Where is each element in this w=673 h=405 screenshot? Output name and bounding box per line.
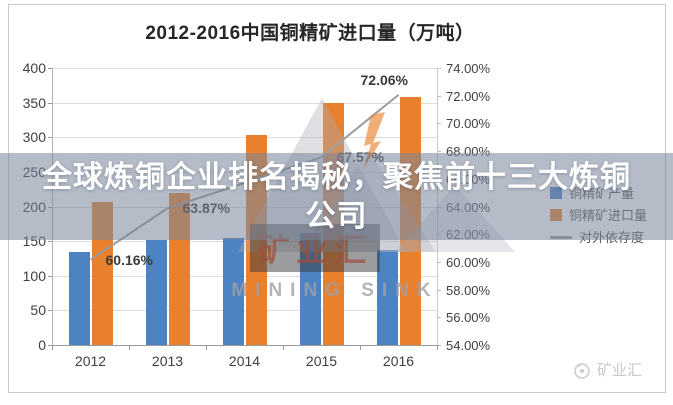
right-axis-tick xyxy=(437,289,441,291)
bar-production xyxy=(377,250,398,345)
right-axis-tick xyxy=(437,261,441,263)
right-axis-tick xyxy=(437,123,441,125)
headline-line2: 公司 xyxy=(305,199,368,233)
gridline xyxy=(52,68,437,69)
bar-production xyxy=(223,237,244,345)
x-axis-tick xyxy=(283,345,284,350)
left-axis-tick xyxy=(48,137,52,139)
right-axis-label: 56.00% xyxy=(446,310,491,326)
mining-logo-icon xyxy=(574,362,590,379)
left-axis-tick xyxy=(48,310,52,312)
dependence-point-label: 60.16% xyxy=(105,251,153,268)
gridline xyxy=(52,310,437,312)
left-axis-label: 100 xyxy=(22,267,46,284)
x-axis-year-label: 2013 xyxy=(151,353,184,369)
x-axis-tick xyxy=(52,345,53,350)
left-axis-tick xyxy=(48,102,52,104)
right-axis-label: 74.00% xyxy=(446,61,491,76)
x-axis-year-label: 2015 xyxy=(305,353,338,369)
left-axis-tick xyxy=(48,68,52,69)
right-axis-label: 58.00% xyxy=(446,282,491,298)
headline-line1: 全球炼铜企业排名揭秘，聚焦前十三大炼铜 xyxy=(42,160,631,194)
corner-brand-text: 矿业汇 xyxy=(597,362,643,379)
x-axis-year-label: 2014 xyxy=(228,353,261,369)
headline-banner: 全球炼铜企业排名揭秘，聚焦前十三大炼铜 公司 xyxy=(0,153,673,240)
left-axis-label: 400 xyxy=(22,60,46,76)
right-axis-label: 72.00% xyxy=(446,88,491,104)
gridline xyxy=(52,102,437,104)
x-axis-year-label: 2016 xyxy=(382,353,415,369)
left-axis-label: 50 xyxy=(30,302,46,319)
right-axis-label: 70.00% xyxy=(446,116,491,132)
right-axis-label: 60.00% xyxy=(446,254,491,270)
dependence-point-label: 72.06% xyxy=(360,71,408,88)
gridline xyxy=(52,241,437,243)
left-axis-tick xyxy=(48,345,52,346)
left-axis-label: 350 xyxy=(22,94,46,111)
left-axis-tick xyxy=(48,241,52,243)
x-axis-tick xyxy=(437,345,438,350)
bar-production xyxy=(69,251,90,345)
gridline xyxy=(52,275,437,277)
left-axis-label: 300 xyxy=(22,129,46,146)
right-axis-tick xyxy=(437,68,441,69)
right-axis-tick xyxy=(437,95,441,97)
x-axis-year-label: 2012 xyxy=(74,353,107,369)
bar-production xyxy=(146,239,167,345)
gridline xyxy=(52,345,437,346)
x-axis-tick xyxy=(360,345,361,350)
x-axis-tick xyxy=(129,345,130,350)
chart-title: 2012-2016中国铜精矿进口量（万吨） xyxy=(145,23,475,44)
right-axis-label: 54.00% xyxy=(446,338,491,353)
x-axis-tick xyxy=(206,345,207,350)
right-axis-tick xyxy=(437,317,441,319)
right-axis-tick xyxy=(437,345,441,346)
left-axis-tick xyxy=(48,275,52,277)
left-axis-label: 0 xyxy=(38,337,46,353)
right-axis-tick xyxy=(437,151,441,153)
gridline xyxy=(52,137,437,139)
corner-brand: 矿业汇 xyxy=(572,359,642,380)
